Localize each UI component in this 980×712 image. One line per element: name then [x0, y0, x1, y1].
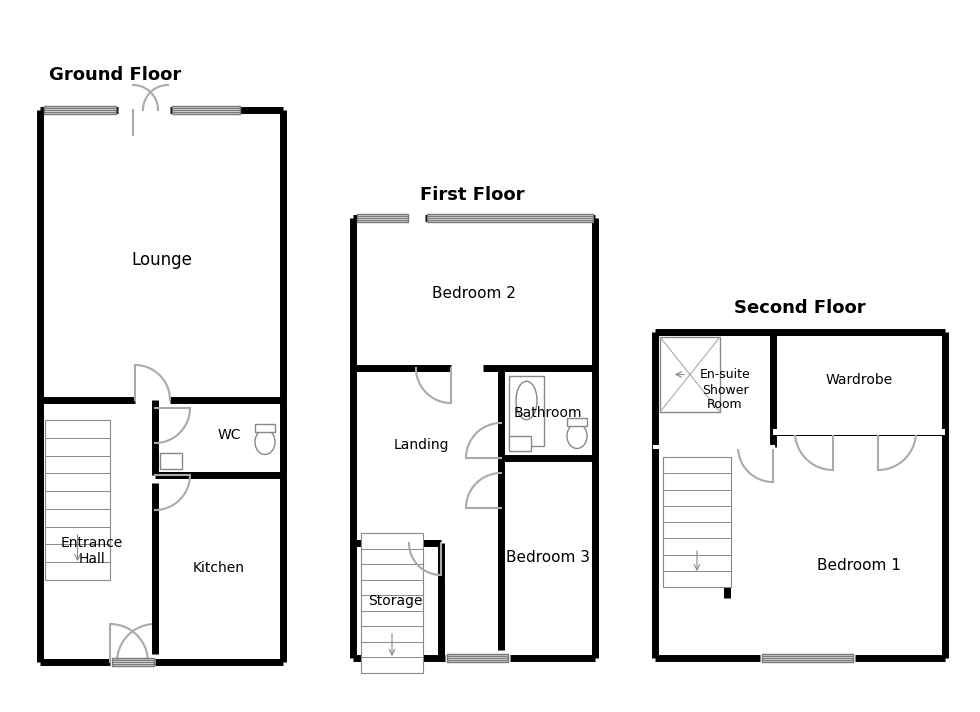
Text: WC: WC: [218, 428, 241, 442]
Text: Wardrobe: Wardrobe: [825, 373, 893, 387]
Ellipse shape: [255, 429, 275, 454]
Text: Ground Floor: Ground Floor: [49, 66, 181, 84]
Bar: [45, 420, 110, 580]
Bar: [427, 214, 593, 222]
Bar: [663, 457, 731, 587]
Text: Storage: Storage: [368, 594, 422, 607]
Bar: [357, 214, 408, 222]
Text: Kitchen: Kitchen: [193, 562, 245, 575]
Text: Bedroom 2: Bedroom 2: [432, 286, 515, 300]
Bar: [509, 376, 544, 446]
Bar: [357, 214, 408, 222]
Bar: [567, 418, 587, 426]
Text: Second Floor: Second Floor: [734, 299, 865, 317]
Bar: [361, 533, 423, 673]
Bar: [44, 106, 116, 114]
Bar: [44, 106, 116, 114]
Bar: [255, 424, 275, 432]
Text: Landing: Landing: [393, 439, 449, 453]
Bar: [427, 214, 593, 222]
Text: Entrance
Hall: Entrance Hall: [61, 536, 123, 566]
Ellipse shape: [567, 424, 587, 449]
Bar: [509, 436, 531, 451]
Bar: [447, 654, 508, 662]
Text: En-suite
Shower
Room: En-suite Shower Room: [700, 369, 751, 412]
Text: Lounge: Lounge: [131, 251, 192, 269]
Bar: [762, 654, 853, 662]
Text: First Floor: First Floor: [419, 186, 524, 204]
Text: Bedroom 1: Bedroom 1: [817, 557, 901, 572]
Bar: [112, 658, 154, 666]
Bar: [172, 106, 240, 114]
Text: Bathroom: Bathroom: [514, 406, 582, 420]
Bar: [112, 658, 154, 666]
Bar: [762, 654, 853, 662]
Bar: [447, 654, 508, 662]
Text: Bedroom 3: Bedroom 3: [506, 550, 590, 565]
Bar: [660, 337, 720, 412]
Ellipse shape: [516, 381, 537, 420]
Bar: [172, 106, 240, 114]
Bar: [160, 453, 182, 469]
Bar: [773, 429, 945, 435]
